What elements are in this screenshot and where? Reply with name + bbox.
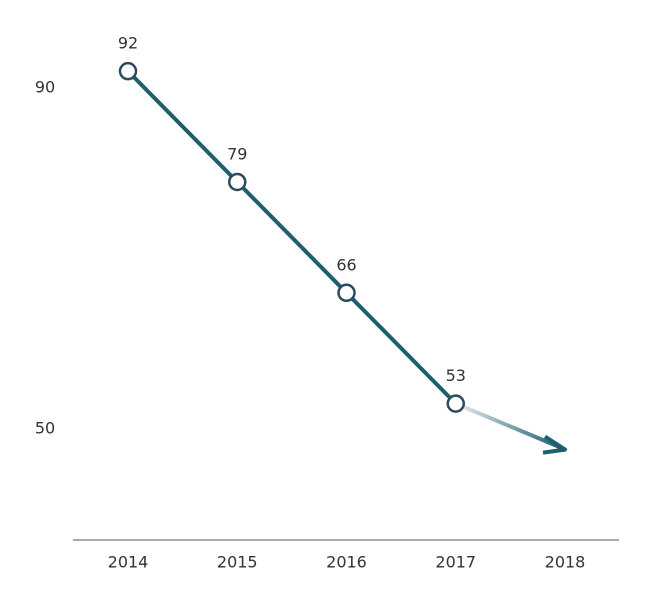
marker: [337, 283, 356, 303]
line: [126, 69, 458, 406]
data-label: 79: [227, 144, 247, 163]
data-label: 53: [446, 366, 466, 385]
x-tick-label: 2014: [108, 553, 149, 572]
trend-arrow: [454, 401, 562, 450]
data-label: 66: [336, 255, 356, 274]
x-tick-label: 2017: [435, 553, 476, 572]
x-tick-label: 2018: [545, 553, 586, 572]
y-tick-label: 50: [35, 419, 55, 438]
marker: [118, 61, 138, 81]
marker: [228, 172, 247, 192]
data-label: 92: [118, 34, 138, 53]
marker: [446, 394, 465, 413]
y-tick-label: 90: [35, 78, 55, 97]
x-tick-label: 2016: [326, 553, 367, 572]
arrow-head: [542, 434, 567, 455]
x-tick-label: 2015: [217, 553, 258, 572]
